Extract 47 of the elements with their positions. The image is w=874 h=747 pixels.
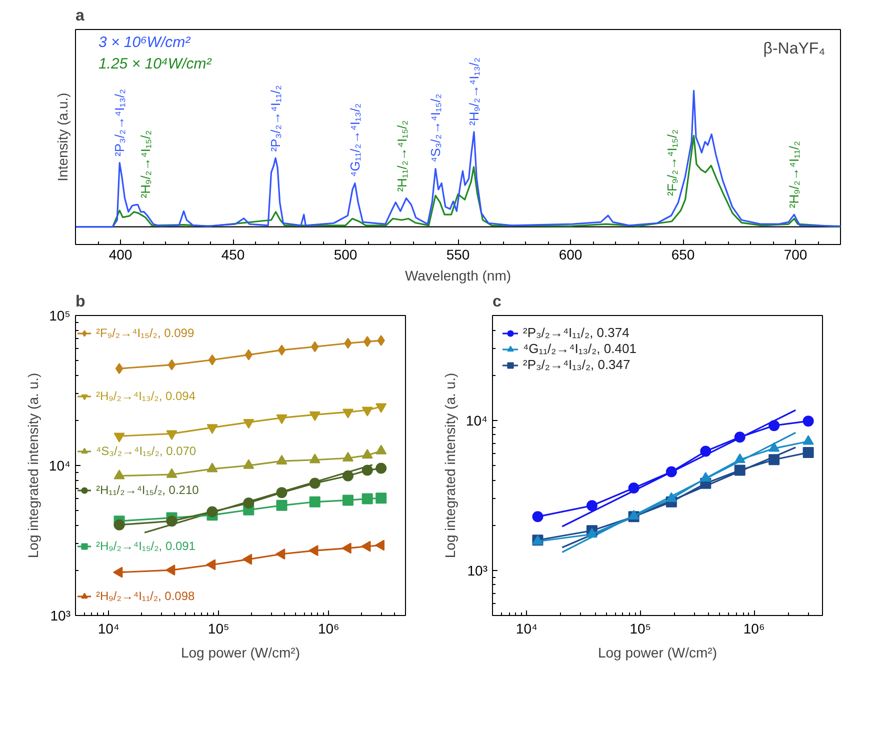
legend-label: ²P₃/₂→⁴I₁₃/₂, 0.347 (523, 357, 630, 372)
x-tick-label: 600 (558, 246, 582, 262)
chart-title: b (76, 294, 86, 310)
x-axis-title: Log power (W/cm²) (598, 644, 718, 660)
annotation: ²H₁₁/₂→⁴I₁₅/₂ (394, 120, 410, 192)
x-tick-label: 10⁴ (98, 620, 120, 636)
legend-label: ⁴G₁₁/₂→⁴I₁₃/₂, 0.401 (523, 341, 636, 356)
x-tick-label: 500 (334, 246, 358, 262)
annotation: ²P₃/₂→⁴I₁₁/₂ (268, 85, 284, 152)
y-tick-label: 10³ (467, 562, 488, 578)
text: 1.25 × 10⁴W/cm² (98, 55, 212, 72)
chart-title: a (76, 8, 84, 24)
annotation: ⁴G₁₁/₂→⁴I₁₃/₂ (347, 103, 362, 177)
y-axis-title: Log integrated intensity (a. u.) (24, 372, 41, 558)
x-tick-label: 700 (784, 246, 808, 262)
y-axis-title: Log integrated intensity (a. u.) (442, 372, 458, 558)
text: β-NaYF₄ (763, 40, 826, 58)
text: 3 × 10⁶W/cm² (98, 34, 192, 51)
legend-label: ²P₃/₂→⁴I₁₁/₂, 0.374 (523, 325, 630, 340)
y-axis-title: Intensity (a.u.) (54, 92, 70, 182)
y-tick-label: 10⁵ (49, 308, 71, 324)
x-tick-label: 10⁵ (208, 620, 230, 636)
annotation: ²H₉/₂→⁴I₁₁/₂ (786, 140, 802, 208)
y-tick-label: 10³ (50, 608, 71, 624)
x-axis-title: Wavelength (nm) (404, 268, 512, 284)
x-tick-label: 550 (446, 246, 470, 262)
annotation: ²H₉/₂→⁴I₁₅/₂ (138, 130, 153, 198)
x-tick-label: 450 (221, 246, 245, 262)
legend-label: ²H₉/₂→⁴I₁₁/₂, 0.098 (96, 589, 195, 604)
annotation: ⁴S₃/₂→⁴I₁₅/₂ (428, 94, 443, 162)
x-tick-label: 10⁶ (318, 620, 340, 636)
legend-label: ²H₉/₂→⁴I₁₃/₂, 0.094 (96, 388, 196, 403)
x-axis-title: Log power (W/cm²) (180, 644, 300, 660)
y-tick-label: 10⁴ (48, 458, 71, 474)
legend-label: ²F₉/₂→⁴I₁₅/₂, 0.099 (96, 326, 194, 340)
legend-label: ²H₁₁/₂→⁴I₁₅/₂, 0.210 (96, 483, 199, 498)
legend-label: ²H₉/₂→⁴I₁₅/₂, 0.091 (96, 539, 196, 554)
chart-title: c (492, 294, 502, 310)
annotation: ²F₉/₂→⁴I₁₅/₂ (664, 129, 680, 196)
annotation: ²P₃/₂→⁴I₁₃/₂ (112, 88, 128, 156)
legend-label: ⁴S₃/₂→⁴I₁₅/₂, 0.070 (96, 444, 196, 458)
annotation: ²H₉/₂→⁴I₁₃/₂ (466, 57, 482, 126)
x-tick-label: 400 (108, 246, 132, 262)
x-tick-label: 10⁶ (743, 620, 765, 636)
x-tick-label: 10⁵ (630, 620, 652, 636)
x-tick-label: 650 (671, 246, 695, 262)
x-tick-label: 10⁴ (516, 620, 538, 636)
